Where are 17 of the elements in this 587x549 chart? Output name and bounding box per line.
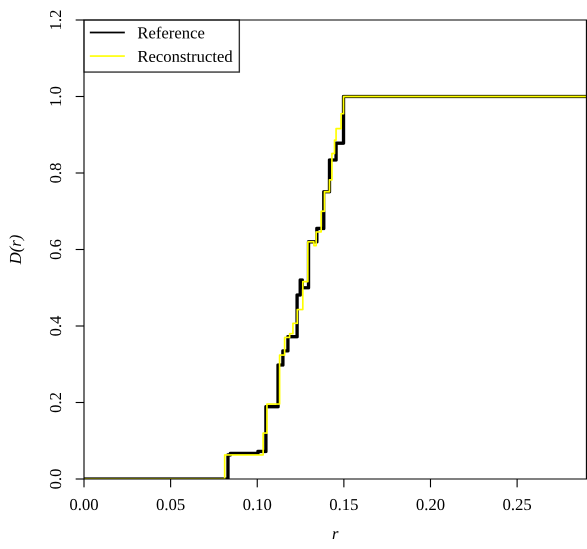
y-tick-label: 1.0 (50, 86, 62, 106)
y-tick-label: 0.8 (50, 163, 62, 183)
x-tick-label: 0.00 (70, 498, 98, 510)
legend-label: Reference (138, 26, 204, 38)
y-axis-title: D(r) (9, 235, 24, 264)
x-tick-label: 0.25 (503, 498, 532, 510)
y-tick-label: 0.2 (50, 393, 62, 412)
y-tick-label: 1.2 (50, 10, 62, 29)
x-tick-label: 0.10 (243, 498, 272, 510)
y-tick-label: 0.0 (50, 469, 62, 489)
y-tick-label: 0.4 (50, 316, 62, 336)
x-axis-title: r (332, 531, 338, 540)
x-tick-label: 0.15 (330, 498, 358, 510)
x-tick-label: 0.20 (416, 498, 444, 510)
x-tick-label: 0.05 (156, 498, 185, 510)
legend-label: Reconstructed (138, 50, 232, 62)
y-tick-label: 0.6 (50, 240, 62, 260)
